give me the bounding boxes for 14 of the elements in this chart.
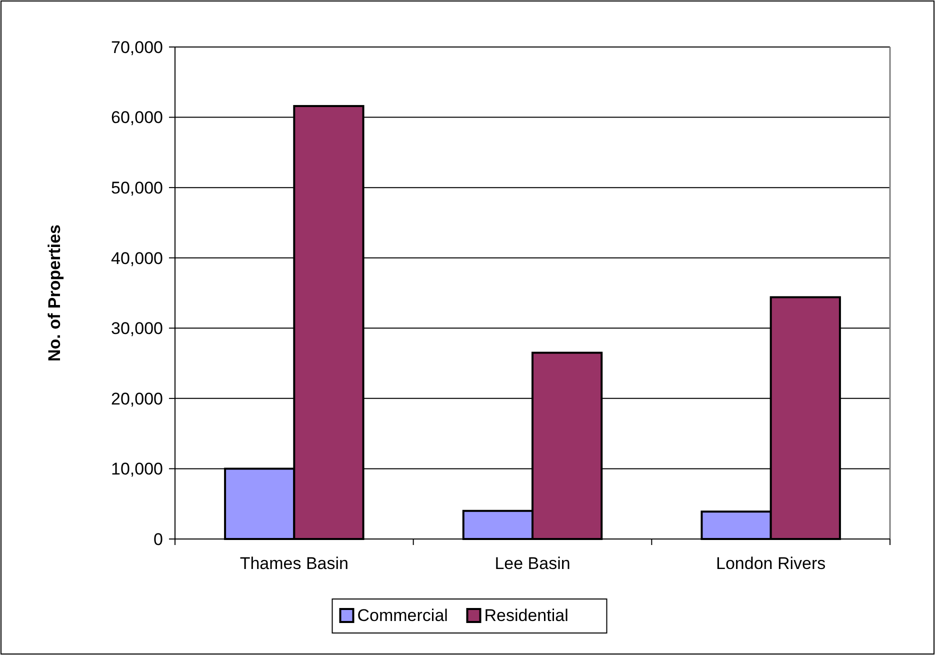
- y-tick-label: 0: [154, 530, 163, 549]
- y-tick-label: 30,000: [111, 319, 163, 338]
- legend-label: Residential: [484, 606, 568, 625]
- x-tick-label: London Rivers: [716, 554, 826, 573]
- x-tick-label: Lee Basin: [494, 554, 570, 573]
- y-axis-title: No. of Properties: [45, 224, 64, 362]
- y-tick-label: 70,000: [111, 38, 163, 57]
- y-tick-label: 10,000: [111, 460, 163, 479]
- legend-label: Commercial: [357, 606, 448, 625]
- x-tick-label: Thames Basin: [240, 554, 349, 573]
- y-tick-label: 20,000: [111, 389, 163, 408]
- y-tick-label: 50,000: [111, 178, 163, 198]
- y-tick-label: 40,000: [111, 248, 163, 268]
- y-tick-label: 60,000: [111, 108, 163, 128]
